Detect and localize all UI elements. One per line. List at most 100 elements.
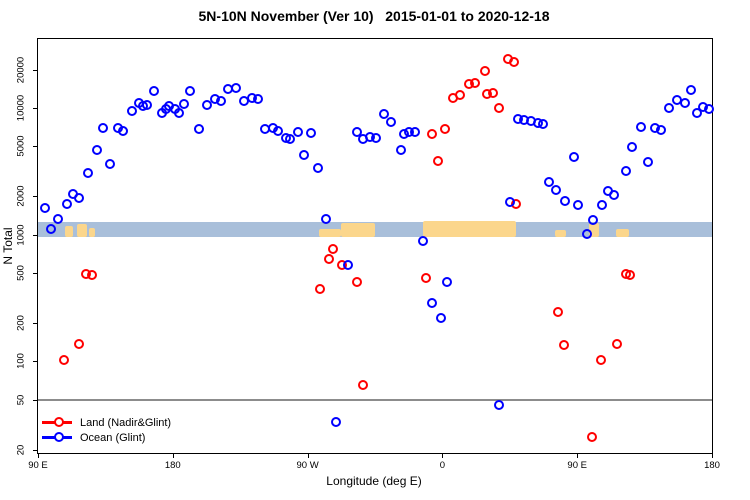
y-tick-label: 20000 [15, 56, 27, 83]
ocean-data-point [568, 151, 579, 162]
ocean-data-point [53, 214, 64, 225]
land-strip-patch [589, 222, 599, 238]
ocean-data-point [560, 195, 571, 206]
land-data-point [493, 102, 504, 113]
land-data-point [328, 243, 339, 254]
ocean-data-point [386, 116, 397, 127]
legend-label: Ocean (Glint) [80, 431, 146, 444]
y-tick-mark [33, 399, 38, 401]
ocean-data-point [494, 399, 505, 410]
ocean-data-point [352, 127, 363, 138]
ocean-data-point [202, 100, 213, 111]
legend: Land (Nadir&Glint) Ocean (Glint) [42, 415, 171, 445]
ocean-data-point [396, 145, 407, 156]
land-data-point [587, 432, 598, 443]
ocean-data-point [252, 94, 263, 105]
land-data-point [454, 89, 465, 100]
ocean-data-point [46, 223, 57, 234]
land-data-point [74, 339, 85, 350]
ocean-data-point [551, 184, 562, 195]
ocean-data-point [179, 99, 190, 110]
ocean-data-point [273, 126, 284, 137]
land-data-point [440, 123, 451, 134]
land-data-point [426, 129, 437, 140]
ocean-data-point [98, 122, 109, 133]
ocean-data-point [149, 86, 160, 97]
y-tick-mark [33, 69, 38, 71]
y-tick-label: 2000 [15, 185, 27, 207]
y-tick-label: 10000 [15, 94, 27, 121]
y-tick-label: 50 [15, 394, 27, 405]
ocean-data-point [692, 107, 703, 118]
y-tick-mark [33, 145, 38, 147]
land-strip-patch [616, 229, 629, 238]
y-tick-mark [33, 449, 38, 451]
plot-area: 90 E 180 90 W 0 90 E 180 20 50 100 200 500 1000 2000… [16, 38, 720, 471]
legend-circle-icon [54, 417, 64, 427]
ocean-data-point [126, 105, 137, 116]
ocean-data-point [193, 123, 204, 134]
ocean-data-point [105, 159, 116, 170]
y-tick-mark [33, 196, 38, 198]
x-axis-label: Longitude (deg E) [326, 474, 422, 488]
x-tick-mark [307, 453, 309, 458]
land-data-point [552, 306, 563, 317]
x-tick-label: 90 E [28, 460, 48, 471]
ocean-data-point [379, 108, 390, 119]
ocean-data-point [435, 312, 446, 323]
y-tick-label: 20 [15, 444, 27, 456]
land-strip-patch [88, 228, 95, 238]
ocean-data-point [635, 122, 646, 133]
ocean-data-point [608, 190, 619, 201]
ocean-data-point [686, 85, 697, 96]
ocean-data-point [538, 119, 549, 130]
land-data-point [87, 269, 98, 280]
y-axis-label: N Total [1, 227, 15, 265]
y-tick-label: 5000 [15, 135, 27, 157]
x-tick-mark [712, 453, 713, 458]
x-tick-label: 90 W [296, 460, 319, 471]
x-tick-label: 180 [704, 460, 720, 471]
legend-label: Land (Nadir&Glint) [80, 416, 172, 429]
x-tick-label: 0 [439, 460, 446, 471]
ocean-data-point [118, 126, 129, 137]
ocean-data-point [410, 127, 421, 138]
legend-item: Land (Nadir&Glint) [42, 415, 171, 430]
land-strip-patch [555, 229, 566, 238]
ocean-data-point [284, 133, 295, 144]
chart-title: 5N-10N November (Ver 10) 2015-01-01 to 2… [198, 8, 550, 24]
land-data-point [487, 88, 498, 99]
ocean-data-point [330, 416, 341, 427]
land-data-point [352, 276, 363, 287]
reference-line-n50 [38, 398, 712, 401]
ocean-data-point [582, 229, 593, 240]
ocean-data-point [343, 259, 354, 270]
ocean-data-point [596, 200, 607, 211]
land-data-point [612, 339, 623, 350]
y-tick-label: 200 [15, 315, 27, 332]
x-tick-mark [172, 453, 174, 458]
y-tick-label: 1000 [15, 223, 27, 246]
ocean-data-point [305, 128, 316, 139]
land-strip-patch [76, 223, 87, 238]
land-strip-patch [64, 226, 74, 238]
ocean-data-point [505, 196, 516, 207]
land-data-point [58, 355, 69, 366]
ocean-data-point [573, 200, 584, 211]
ocean-data-point [656, 124, 667, 135]
ocean-data-point [142, 100, 153, 111]
x-tick-mark [442, 453, 444, 458]
ocean-data-point [320, 213, 331, 224]
ocean-data-point [313, 163, 324, 174]
ocean-data-point [83, 167, 94, 178]
ocean-data-point [426, 297, 437, 308]
y-tick-mark [33, 107, 38, 109]
x-tick-label: 180 [164, 460, 181, 471]
legend-circle-icon [54, 432, 64, 442]
ocean-data-point [588, 215, 599, 225]
x-tick-mark [577, 453, 579, 458]
land-data-point [357, 379, 368, 390]
ocean-data-point [418, 236, 429, 247]
legend-marker [42, 417, 72, 427]
